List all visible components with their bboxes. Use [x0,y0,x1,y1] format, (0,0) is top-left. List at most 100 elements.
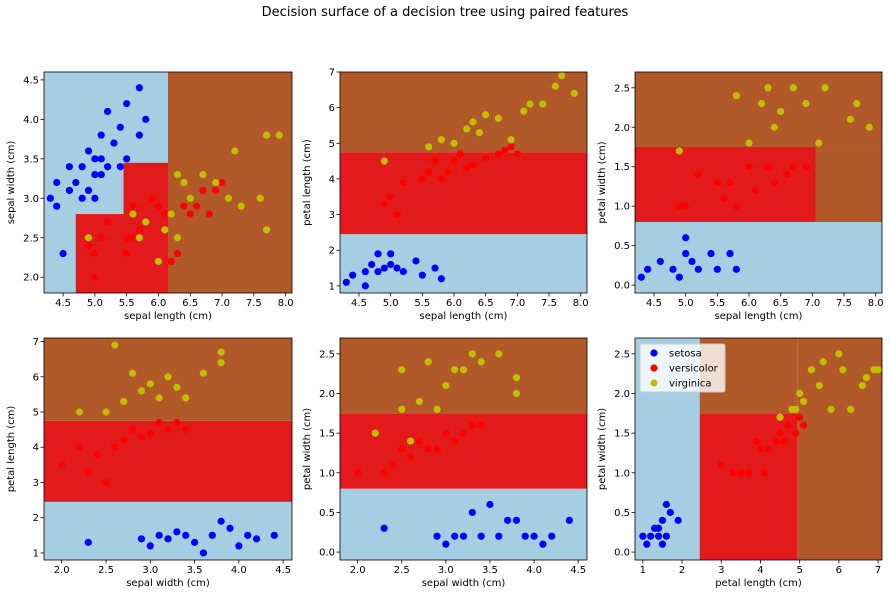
data-point-versicolor [501,146,509,155]
x-tick-label: 5.5 [414,298,430,309]
data-point-setosa [682,234,690,242]
data-point-setosa [72,178,80,187]
data-point-virginica [745,139,753,147]
y-tick-label: 1.0 [614,468,630,479]
data-point-setosa [442,540,450,548]
x-tick-label: 7.0 [214,298,230,309]
data-point-versicolor [406,453,415,461]
data-point-virginica [262,226,271,234]
data-point-setosa [374,250,382,258]
data-point-virginica [415,397,423,406]
data-point-setosa [682,249,690,258]
y-tick-label: 2.5 [614,83,630,94]
data-point-versicolor [387,193,395,201]
data-point-setosa [84,538,92,546]
x-tick-label: 7.0 [509,298,525,309]
decision-region [635,72,882,147]
data-point-virginica [199,171,207,179]
data-point-versicolor [155,418,163,427]
data-point-versicolor [91,249,99,258]
data-point-versicolor [796,413,804,421]
x-tick-label: 5 [796,565,802,576]
data-point-setosa [486,500,494,509]
data-point-versicolor [450,157,458,165]
data-point-virginica [186,194,194,202]
data-point-versicolor [451,437,459,445]
data-point-versicolor [418,175,426,183]
y-tick-label: 3 [33,478,39,489]
subplot-4: 2.0 2.5 3.0 3.5 4.0 4.5 1 2 3 4 5 6 7 sepal width (cm… [6,337,293,589]
y-tick-label: 7 [33,337,39,348]
data-point-virginica [256,194,264,202]
data-point-virginica [102,408,110,416]
data-point-versicolor [212,186,220,194]
data-point-setosa [669,265,677,273]
data-point-virginica [154,257,163,266]
x-tick-label: 3.5 [187,565,203,576]
data-point-virginica [468,350,476,358]
data-point-versicolor [182,426,190,434]
data-point-setosa [91,155,99,163]
data-point-versicolor [137,433,146,441]
x-axis-label: petal length (cm) [715,578,802,589]
data-point-setosa [84,147,93,155]
data-point-setosa [173,528,181,536]
axes-frame [634,71,883,294]
data-point-setosa [637,273,645,281]
data-point-versicolor [729,469,737,477]
data-point-versicolor [146,429,154,437]
data-point-setosa [437,275,445,283]
data-point-virginica [173,383,181,391]
data-point-setosa [103,163,112,171]
data-point-setosa [208,531,216,539]
data-point-versicolor [442,429,450,437]
data-point-setosa [349,271,357,279]
data-point-virginica [111,341,119,349]
data-point-setosa [368,260,376,269]
data-point-virginica [406,437,415,445]
data-point-virginica [75,408,84,416]
data-point-setosa [688,257,696,266]
data-point-versicolor [433,445,441,453]
y-tick-label: 1 [329,281,335,292]
data-point-versicolor [772,437,780,445]
data-point-versicolor [218,178,226,187]
data-point-setosa [726,249,734,258]
data-point-virginica [507,136,515,144]
y-axis-label: petal length (cm) [302,139,313,226]
data-point-versicolor [802,163,810,171]
data-point-virginica [142,218,150,226]
data-point-setosa [644,265,652,273]
data-point-versicolor [752,437,761,445]
data-point-virginica [135,234,143,242]
axes-frame [634,337,883,561]
data-point-versicolor [459,429,468,437]
data-point-setosa [387,260,395,269]
data-point-versicolor [154,202,163,210]
data-point-versicolor [415,437,423,445]
data-point-virginica [776,413,784,421]
data-point-setosa [504,516,512,524]
data-point-versicolor [102,478,110,487]
data-point-setosa [412,257,420,265]
data-point-setosa [59,249,67,258]
data-point-virginica [792,405,800,413]
legend-box [639,343,726,393]
data-point-virginica [398,366,406,374]
data-point-versicolor [389,461,397,469]
data-point-virginica [874,366,882,374]
data-point-setosa [190,538,199,546]
data-point-setosa [199,549,208,557]
x-tick-label: 3.0 [142,565,158,576]
data-point-versicolor [764,445,772,453]
data-point-setosa [374,268,382,276]
data-point-setosa [116,163,124,171]
axes-frame [339,71,588,294]
data-point-versicolor [91,273,99,281]
x-axis-label: sepal length (cm) [124,311,212,322]
data-point-setosa [521,532,529,540]
data-point-versicolor [173,249,182,258]
decision-region [44,501,292,560]
data-point-versicolor [148,194,156,202]
